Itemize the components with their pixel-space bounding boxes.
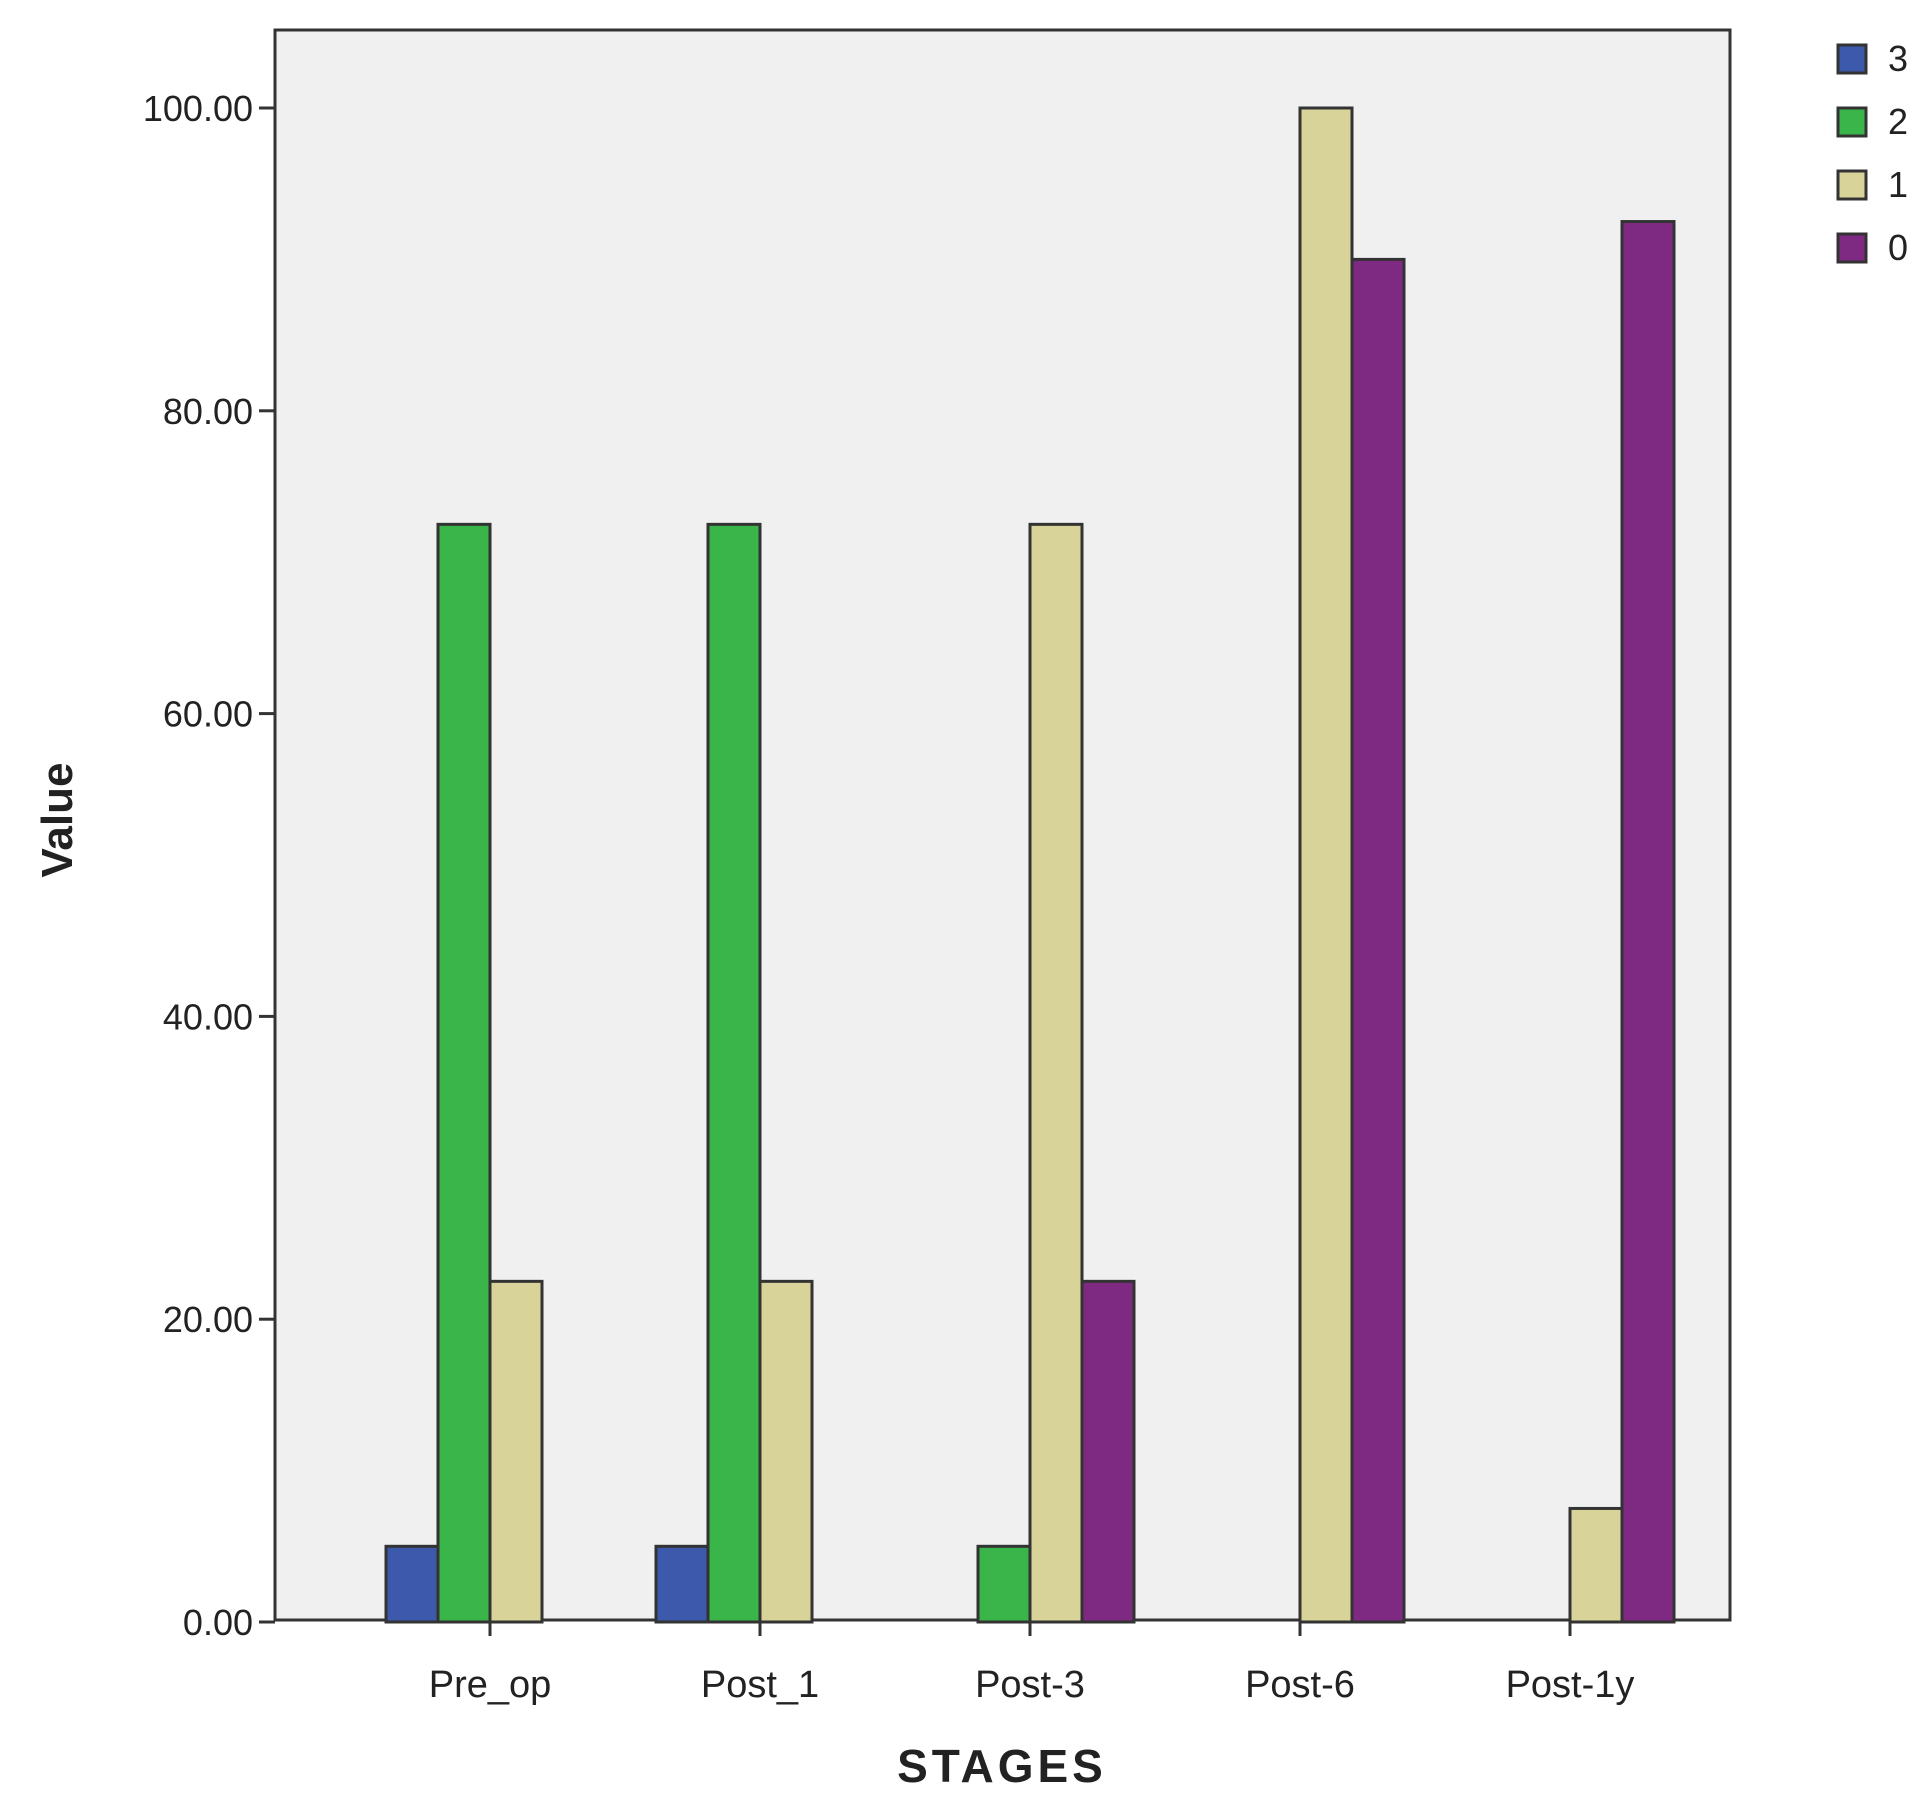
bar-Post-6-series-0	[1350, 257, 1406, 1624]
x-tick-label: Post-6	[1245, 1664, 1355, 1706]
y-tick-label: 80.00	[163, 391, 253, 432]
y-tick-label: 0.00	[183, 1602, 253, 1643]
legend-swatch-1	[1836, 169, 1868, 201]
bar-Post_1-series-1	[758, 1279, 814, 1624]
bar-Post-1y-series-0	[1620, 220, 1676, 1624]
legend: 3 2 1 0	[1836, 38, 1908, 268]
x-axis: Pre_op Post_1 Post-3 Post-6 Post-1y	[429, 1620, 1635, 1706]
bar-Pre_op-series-1	[488, 1279, 544, 1624]
bar-Post-6-series-1	[1298, 106, 1354, 1624]
y-tick-label: 40.00	[163, 996, 253, 1037]
legend-label-0: 0	[1888, 227, 1908, 268]
bar-Post_1-series-3	[654, 1544, 710, 1624]
legend-label-2: 2	[1888, 101, 1908, 142]
bar-Post-3-series-0	[1080, 1279, 1136, 1624]
x-tick-label: Post-1y	[1506, 1664, 1635, 1706]
legend-label-1: 1	[1888, 164, 1908, 205]
y-tick-label: 60.00	[163, 694, 253, 735]
y-tick-label: 100.00	[143, 88, 253, 129]
x-tick-label: Post_1	[701, 1664, 819, 1706]
bar-Post_1-series-2	[706, 522, 762, 1624]
bar-Post-3-series-1	[1028, 522, 1084, 1624]
bars-group	[384, 106, 1676, 1624]
y-tick-label: 20.00	[163, 1299, 253, 1340]
y-axis: 0.00 20.00 40.00 60.00 80.00 100.00	[143, 88, 275, 1643]
bar-Post-3-series-2	[976, 1544, 1032, 1624]
legend-label-3: 3	[1888, 38, 1908, 79]
legend-swatch-0	[1836, 232, 1868, 264]
x-tick-label: Post-3	[975, 1664, 1085, 1706]
bar-Pre_op-series-2	[436, 522, 492, 1624]
x-tick-label: Pre_op	[429, 1664, 552, 1706]
y-axis-label: Value	[33, 763, 82, 878]
bar-Post-1y-series-1	[1568, 1506, 1624, 1624]
legend-swatch-2	[1836, 106, 1868, 138]
bar-Pre_op-series-3	[384, 1544, 440, 1624]
legend-swatch-3	[1836, 43, 1868, 75]
x-axis-label: STAGES	[897, 1740, 1107, 1792]
